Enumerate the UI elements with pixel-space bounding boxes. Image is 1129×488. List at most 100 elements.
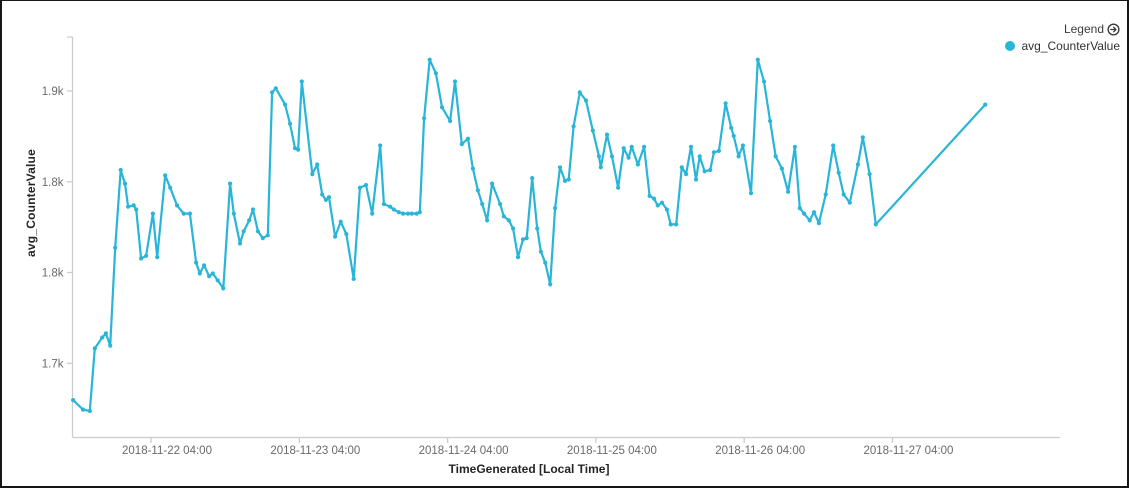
data-point-marker[interactable]	[530, 176, 535, 181]
data-point-marker[interactable]	[215, 278, 220, 283]
legend-item-avg-countervalue[interactable]: avg_CounterValue	[1005, 39, 1120, 53]
data-point-marker[interactable]	[100, 335, 105, 340]
data-point-marker[interactable]	[983, 102, 988, 107]
data-point-marker[interactable]	[847, 200, 852, 205]
data-point-marker[interactable]	[401, 211, 406, 216]
data-point-marker[interactable]	[351, 276, 356, 281]
data-point-marker[interactable]	[577, 90, 582, 95]
data-point-marker[interactable]	[802, 211, 807, 216]
data-point-marker[interactable]	[370, 211, 375, 216]
data-point-marker[interactable]	[598, 165, 603, 170]
data-point-marker[interactable]	[439, 105, 445, 110]
data-point-marker[interactable]	[816, 221, 822, 226]
data-point-marker[interactable]	[87, 408, 92, 414]
data-point-marker[interactable]	[168, 185, 173, 190]
data-point-marker[interactable]	[498, 201, 503, 207]
data-point-marker[interactable]	[338, 219, 343, 224]
data-point-marker[interactable]	[642, 144, 647, 149]
data-point-marker[interactable]	[465, 136, 471, 141]
data-point-marker[interactable]	[571, 124, 576, 129]
data-point-marker[interactable]	[134, 207, 139, 212]
data-point-marker[interactable]	[409, 211, 414, 216]
data-point-marker[interactable]	[108, 343, 113, 348]
data-point-marker[interactable]	[616, 185, 621, 190]
data-point-marker[interactable]	[768, 118, 773, 124]
data-point-marker[interactable]	[736, 154, 741, 159]
data-point-marker[interactable]	[310, 172, 315, 177]
data-point-marker[interactable]	[755, 57, 760, 62]
data-point-marker[interactable]	[296, 147, 301, 152]
data-point-marker[interactable]	[553, 206, 558, 211]
data-point-marker[interactable]	[659, 200, 665, 205]
data-point-marker[interactable]	[433, 71, 438, 76]
data-point-marker[interactable]	[543, 260, 548, 265]
data-point-marker[interactable]	[524, 236, 529, 241]
data-point-marker[interactable]	[515, 255, 521, 260]
data-point-marker[interactable]	[144, 253, 149, 258]
data-point-marker[interactable]	[273, 86, 278, 91]
data-point-marker[interactable]	[270, 90, 275, 95]
data-point-marker[interactable]	[867, 172, 872, 177]
data-point-marker[interactable]	[207, 274, 212, 279]
data-point-marker[interactable]	[841, 192, 846, 197]
data-point-marker[interactable]	[475, 188, 480, 193]
data-point-marker[interactable]	[557, 165, 563, 170]
data-point-marker[interactable]	[381, 201, 386, 207]
data-point-marker[interactable]	[831, 143, 836, 148]
data-point-marker[interactable]	[265, 233, 270, 238]
data-point-marker[interactable]	[197, 271, 202, 276]
data-point-marker[interactable]	[501, 214, 506, 219]
data-point-marker[interactable]	[80, 407, 86, 412]
data-point-marker[interactable]	[697, 154, 702, 159]
data-point-marker[interactable]	[283, 102, 288, 107]
data-point-marker[interactable]	[647, 193, 652, 198]
data-point-marker[interactable]	[122, 181, 128, 186]
data-point-marker[interactable]	[396, 210, 401, 215]
data-point-marker[interactable]	[535, 226, 540, 231]
data-point-marker[interactable]	[520, 237, 526, 242]
data-point-marker[interactable]	[548, 282, 553, 287]
data-point-marker[interactable]	[231, 211, 236, 216]
data-point-marker[interactable]	[748, 191, 754, 196]
data-point-marker[interactable]	[452, 79, 458, 84]
data-point-marker[interactable]	[422, 116, 427, 121]
data-point-marker[interactable]	[155, 255, 160, 260]
data-point-marker[interactable]	[836, 170, 841, 175]
data-point-marker[interactable]	[448, 118, 453, 124]
data-point-marker[interactable]	[797, 206, 802, 211]
data-point-marker[interactable]	[807, 218, 812, 223]
data-point-marker[interactable]	[194, 260, 199, 265]
data-point-marker[interactable]	[210, 271, 215, 276]
data-point-marker[interactable]	[596, 154, 602, 159]
data-point-marker[interactable]	[187, 211, 192, 216]
data-point-marker[interactable]	[674, 222, 679, 227]
data-point-marker[interactable]	[92, 346, 97, 351]
data-point-marker[interactable]	[873, 222, 878, 227]
data-point-marker[interactable]	[729, 125, 734, 130]
data-point-marker[interactable]	[221, 286, 226, 291]
data-point-marker[interactable]	[792, 144, 798, 149]
data-point-marker[interactable]	[702, 169, 707, 174]
data-point-marker[interactable]	[723, 101, 728, 106]
data-point-marker[interactable]	[562, 178, 568, 183]
data-point-marker[interactable]	[241, 229, 246, 234]
data-point-marker[interactable]	[299, 79, 304, 84]
data-point-marker[interactable]	[260, 236, 265, 241]
data-point-marker[interactable]	[538, 249, 544, 254]
data-point-marker[interactable]	[609, 154, 615, 159]
data-point-marker[interactable]	[860, 135, 865, 140]
data-point-marker[interactable]	[388, 204, 393, 209]
data-point-marker[interactable]	[150, 211, 155, 216]
data-point-marker[interactable]	[716, 148, 722, 153]
data-point-marker[interactable]	[811, 210, 817, 215]
data-point-marker[interactable]	[506, 218, 511, 223]
data-point-marker[interactable]	[163, 173, 168, 178]
data-point-marker[interactable]	[711, 150, 717, 155]
data-point-marker[interactable]	[485, 218, 490, 223]
data-point-marker[interactable]	[247, 218, 252, 223]
data-point-marker[interactable]	[344, 231, 349, 237]
data-point-marker[interactable]	[511, 226, 516, 231]
data-point-marker[interactable]	[237, 241, 243, 246]
data-point-marker[interactable]	[174, 203, 180, 208]
